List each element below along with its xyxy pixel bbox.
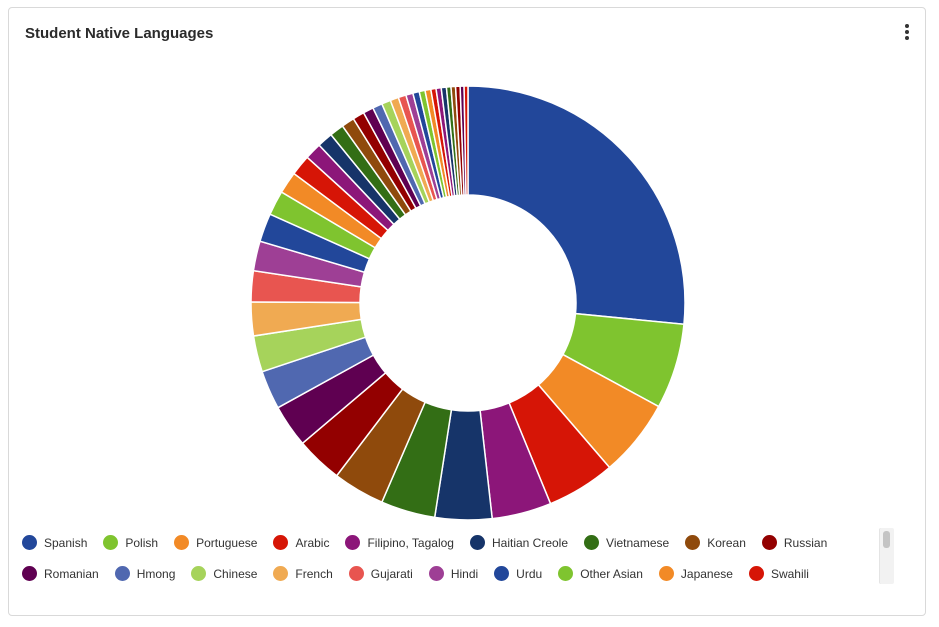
legend-item-french[interactable]: French (273, 566, 333, 581)
legend-label: Urdu (516, 566, 543, 581)
legend-swatch (22, 566, 37, 581)
legend-item-korean[interactable]: Korean (685, 535, 746, 550)
legend-item-hindi[interactable]: Hindi (428, 566, 479, 581)
legend-swatch (761, 535, 777, 550)
legend-swatch (494, 566, 510, 581)
legend-label: Filipino, Tagalog (367, 535, 454, 550)
chart-title: Student Native Languages (25, 25, 214, 42)
legend-label: Haitian Creole (491, 535, 569, 550)
legend-scroll-thumb[interactable] (883, 531, 890, 548)
legend-item-urdu[interactable]: Urdu (494, 566, 542, 581)
legend-label: Vietnamese (606, 535, 670, 550)
legend-swatch (428, 566, 444, 581)
legend-swatch (748, 566, 764, 581)
legend-label: Chinese (213, 566, 258, 581)
legend-swatch (345, 535, 361, 550)
legend-label: Polish (125, 535, 159, 550)
legend-item-russian[interactable]: Russian (761, 535, 828, 550)
legend-label: Korean (707, 535, 746, 550)
legend-label: Spanish (44, 535, 88, 550)
legend-scrollbar[interactable] (879, 528, 894, 584)
legend-label: Japanese (680, 566, 733, 581)
legend-item-hmong[interactable]: Hmong (114, 566, 176, 581)
legend-swatch (174, 535, 190, 550)
legend-item-chinese[interactable]: Chinese (191, 566, 257, 581)
menu-dot (905, 36, 909, 40)
legend-label: Hindi (450, 566, 479, 581)
legend-swatch (558, 566, 574, 581)
legend-item-swahili[interactable]: Swahili (748, 566, 809, 581)
legend-item-japanese[interactable]: Japanese (658, 566, 733, 581)
legend-item-other-asian[interactable]: Other Asian (558, 566, 643, 581)
legend-label: Swahili (770, 566, 809, 581)
slice-spanish[interactable] (467, 85, 686, 326)
legend-item-gujarati[interactable]: Gujarati (348, 566, 413, 581)
legend-item-spanish[interactable]: Spanish (22, 535, 87, 550)
legend-item-haitian-creole[interactable]: Haitian Creole (469, 535, 569, 550)
more-options-icon[interactable] (901, 22, 913, 42)
legend-label: Portuguese (196, 535, 258, 550)
legend-swatch (348, 566, 364, 581)
legend-item-vietnamese[interactable]: Vietnamese (584, 535, 669, 550)
legend-item-filipino-tagalog[interactable]: Filipino, Tagalog (345, 535, 454, 550)
legend-label: Arabic (295, 535, 330, 550)
legend-label: Romanian (44, 566, 99, 581)
legend-swatch (658, 566, 674, 581)
legend-row: Romanian Hmong Chinese French Gujarati Hindi U… (22, 558, 882, 589)
legend-label: Other Asian (580, 566, 643, 581)
menu-dot (905, 30, 909, 34)
legend-swatch (273, 535, 289, 550)
legend-label: Hmong (136, 566, 176, 581)
legend-swatch (22, 535, 37, 550)
legend-swatch (584, 535, 600, 550)
legend-label: Russian (783, 535, 828, 550)
legend-swatch (191, 566, 207, 581)
slice-other-40[interactable] (463, 85, 469, 196)
legend-swatch (273, 566, 289, 581)
legend-swatch (114, 566, 130, 581)
menu-dot (905, 24, 909, 28)
chart-legend: Spanish Polish Portuguese Arabic Filipino, T… (22, 527, 882, 589)
legend-item-polish[interactable]: Polish (103, 535, 158, 550)
legend-label: French (295, 566, 333, 581)
legend-item-portuguese[interactable]: Portuguese (174, 535, 257, 550)
legend-swatch (103, 535, 119, 550)
legend-swatch (685, 535, 701, 550)
legend-item-romanian[interactable]: Romanian (22, 566, 99, 581)
legend-row: Spanish Polish Portuguese Arabic Filipino, T… (22, 527, 882, 558)
legend-label: Gujarati (370, 566, 413, 581)
legend-item-arabic[interactable]: Arabic (273, 535, 329, 550)
legend-swatch (469, 535, 485, 550)
